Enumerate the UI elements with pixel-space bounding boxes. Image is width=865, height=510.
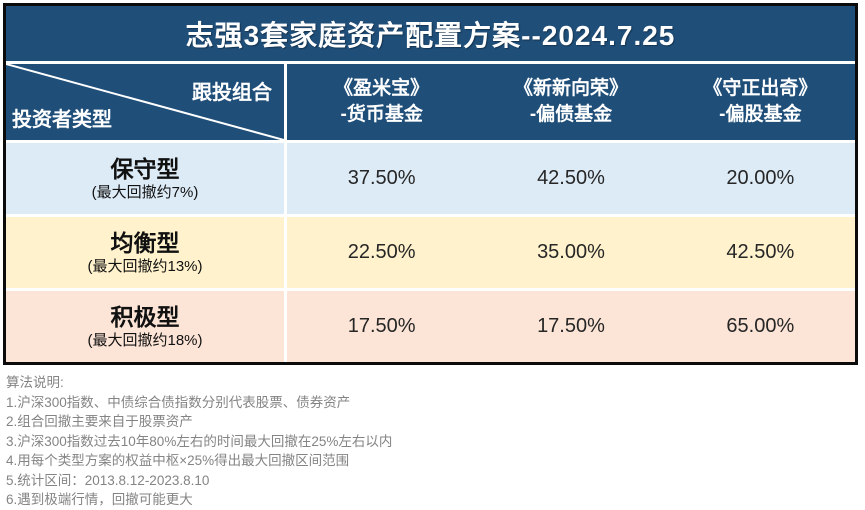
row-drawdown-note: (最大回撤约7%) [91,183,199,201]
row-label-conservative: 保守型 (最大回撤约7%) [6,143,287,214]
column-header-fund-2: 《新新向荣》 -偏债基金 [476,64,665,140]
note-item-5: 5.统计区间：2013.8.12-2023.8.10 [6,472,210,488]
row-label-aggressive: 积极型 (最大回撤约18%) [6,291,287,362]
column-header-fund-2-name: 《新新向荣》 [513,78,628,99]
cell-balanced-fund-1: 22.50% [347,241,416,263]
column-header-fund-3-name: 《守正出奇》 [703,78,818,99]
table-header-row: 跟投组合 投资者类型 《盈米宝》 -货币基金 《新新向荣》 -偏债基金 《守正出… [6,61,855,140]
cell-balanced-fund-3: 42.50% [726,241,795,263]
corner-label-portfolio: 跟投组合 [192,82,272,104]
column-header-fund-3-type: -偏股基金 [719,104,802,125]
row-label-balanced: 均衡型 (最大回撤约13%) [6,217,287,288]
row-type-label: 保守型 [110,155,180,182]
row-drawdown-note: (最大回撤约18%) [87,331,203,349]
cell-aggressive-fund-3: 65.00% [726,315,795,337]
table-row-conservative: 保守型 (最大回撤约7%) 37.50% 42.50% 20.00% [6,140,855,214]
table-row-aggressive: 积极型 (最大回撤约18%) 17.50% 17.50% 65.00% [6,288,855,362]
cell-conservative-fund-1: 37.50% [347,167,416,189]
cell-balanced-fund-2: 35.00% [537,241,605,263]
column-header-fund-3: 《守正出奇》 -偏股基金 [666,64,855,140]
row-drawdown-note: (最大回撤约13%) [87,257,203,275]
cell-aggressive-fund-2: 17.50% [537,315,605,337]
notes-heading: 算法说明: [6,375,64,390]
algorithm-notes: 算法说明: 1.沪深300指数、中债综合债指数分别代表股票、债券资产 2.组合回… [6,373,855,510]
row-type-label: 积极型 [110,303,180,330]
row-type-label: 均衡型 [110,229,180,256]
table-row-balanced: 均衡型 (最大回撤约13%) 22.50% 35.00% 42.50% [6,214,855,288]
column-header-fund-2-type: -偏债基金 [529,104,613,125]
cell-conservative-fund-2: 42.50% [537,167,605,189]
column-header-fund-1-type: -货币基金 [340,104,423,125]
note-item-2: 2.组合回撤主要来自于股票资产 [6,414,193,429]
note-item-1: 1.沪深300指数、中债综合债指数分别代表股票、债券资产 [6,394,351,410]
asset-allocation-table: 志强3套家庭资产配置方案--2024.7.25 跟投组合 投资者类型 《盈米宝》… [3,3,858,365]
cell-conservative-fund-3: 20.00% [726,167,795,189]
diagonal-divider-line [6,64,284,140]
corner-label-investor-type: 投资者类型 [12,109,112,131]
table-title: 志强3套家庭资产配置方案--2024.7.25 [6,6,855,61]
note-item-3: 3.沪深300指数过去10年80%左右的时间最大回撤在25%左右以内 [6,433,393,449]
cell-aggressive-fund-1: 17.50% [347,315,416,337]
column-header-fund-1: 《盈米宝》 -货币基金 [287,64,476,140]
column-header-fund-1-name: 《盈米宝》 [334,78,430,99]
corner-header-cell: 跟投组合 投资者类型 [6,64,287,140]
note-item-4: 4.用每个类型方案的权益中枢×25%得出最大回撤区间范围 [6,453,350,468]
